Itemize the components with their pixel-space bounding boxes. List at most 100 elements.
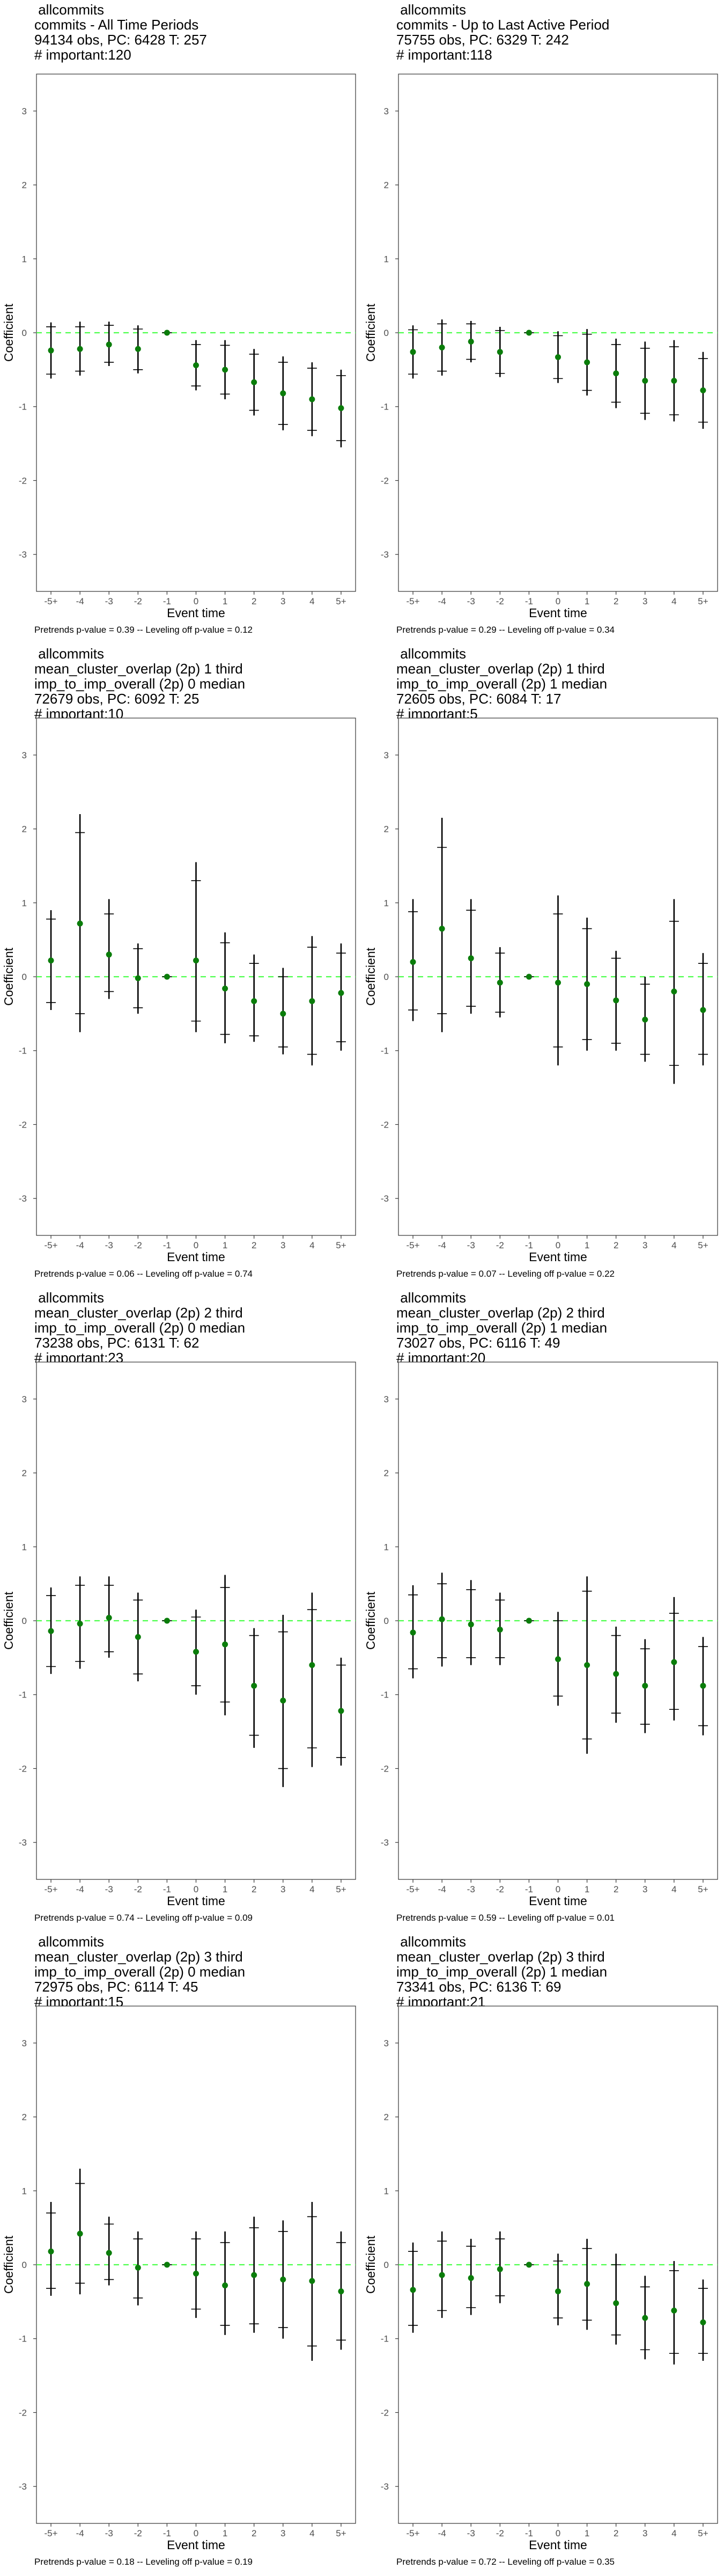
y-tick-label: -3 [19,1194,27,1204]
y-tick-label: -2 [381,1119,389,1130]
panel-title-line: mean_cluster_overlap (2p) 3 third [396,1949,605,1965]
estimate-point [164,1618,170,1624]
coefficient-plot: -3 -2 -1 0 1 2 3 -5+ -4 -3 -2 -1 0 1 2 3 4 5+ Event time Co… [2,1362,356,1908]
estimate-point [77,920,83,927]
panel-title-line: allcommits [396,1290,467,1306]
panel-title-line: mean_cluster_overlap (2p) 2 third [34,1305,243,1321]
panel-4: allcommits mean_cluster_overlap (2p) 1 th… [362,644,724,1288]
panel-title-block: allcommits mean_cluster_overlap (2p) 2 th… [396,1290,607,1365]
estimate-point [164,2262,170,2268]
y-tick-label: 1 [22,898,27,908]
panel-2: allcommits commits - Up to Last Active Pe… [362,0,724,644]
estimate-point [77,346,83,352]
panel-title-line: mean_cluster_overlap (2p) 1 third [396,661,605,677]
pvalue-footer: Pretrends p-value = 0.18 -- Leveling off… [34,2557,253,2567]
estimate-point [642,2315,648,2321]
x-tick-label: 3 [280,1884,285,1894]
estimate-point [439,2272,445,2278]
panel-title-line: imp_to_imp_overall (2p) 1 median [396,1964,608,1980]
panel-8: allcommits mean_cluster_overlap (2p) 3 th… [362,1932,724,2576]
estimate-point [410,1629,416,1636]
panel-title-line: 72975 obs, PC: 6114 T: 45 [34,1979,198,1995]
estimate-point [251,1682,257,1689]
y-tick-label: -1 [381,402,389,412]
x-tick-label: 5+ [336,1240,346,1250]
estimate-point [338,405,344,411]
y-tick-label: -3 [381,550,389,560]
x-tick-label: -5+ [407,1884,420,1894]
estimate-point [77,2230,83,2237]
y-axis-title: Coefficient [364,1591,378,1650]
y-tick-label: 0 [22,972,27,982]
x-tick-label: -3 [105,1884,113,1894]
x-tick-label: -1 [525,1884,533,1894]
x-tick-label: 5+ [698,2528,708,2538]
pvalue-footer: Pretrends p-value = 0.07 -- Leveling off… [396,1269,615,1279]
y-tick-label: 0 [22,1616,27,1626]
y-tick-label: 2 [384,180,389,191]
estimate-point [642,1016,648,1023]
x-tick-label: -4 [438,1240,446,1250]
y-tick-label: -1 [19,1690,27,1700]
panel-title-line: imp_to_imp_overall (2p) 0 median [34,676,246,692]
x-tick-label: 0 [194,1240,198,1250]
estimate-point [613,1671,619,1677]
estimate-point [700,1682,706,1689]
y-tick-label: 0 [384,328,389,338]
x-tick-label: 3 [642,1240,647,1250]
estimate-point [48,347,54,354]
y-tick-label: 0 [22,328,27,338]
y-tick-label: 3 [384,1394,389,1404]
x-tick-label: 1 [223,596,227,606]
x-axis-title: Event time [529,2538,587,2552]
estimate-point [497,1627,503,1633]
x-tick-label: -4 [438,596,446,606]
panel-title-line: 94134 obs, PC: 6428 T: 257 [34,32,207,48]
estimate-point [555,1656,561,1663]
estimate-point [410,2287,416,2293]
panel-title-line: imp_to_imp_overall (2p) 0 median [34,1964,246,1980]
y-axis-title: Coefficient [2,947,16,1006]
x-tick-label: 5+ [698,1240,708,1250]
x-tick-label: 1 [585,1240,589,1250]
y-tick-label: -2 [19,475,27,486]
panel-title-line: 73341 obs, PC: 6136 T: 69 [396,1979,562,1995]
y-axis-title: Coefficient [364,303,378,362]
estimate-point [164,330,170,336]
estimate-point [555,2288,561,2295]
panel-title-line: 73027 obs, PC: 6116 T: 49 [396,1335,560,1351]
coefficient-plot: -3 -2 -1 0 1 2 3 -5+ -4 -3 -2 -1 0 1 2 3 4 5+ Event time Co… [2,2006,356,2552]
pvalue-footer: Pretrends p-value = 0.06 -- Leveling off… [34,1269,253,1279]
panel-title-line: allcommits [396,1934,467,1950]
x-tick-label: 2 [614,1240,618,1250]
y-tick-label: -2 [381,475,389,486]
x-tick-label: -4 [438,1884,446,1894]
panel-7: allcommits mean_cluster_overlap (2p) 3 th… [0,1932,362,2576]
x-tick-label: 0 [194,596,198,606]
y-tick-label: -2 [19,2407,27,2418]
x-tick-label: -5+ [407,1240,420,1250]
coefficient-plot: -3 -2 -1 0 1 2 3 -5+ -4 -3 -2 -1 0 1 2 3 4 5+ Event time Co… [2,74,356,620]
y-tick-label: 1 [384,1542,389,1552]
estimate-point [135,346,141,352]
estimate-point [77,1621,83,1627]
x-tick-label: 1 [223,2528,227,2538]
y-tick-label: 2 [22,180,27,191]
estimate-point [671,989,677,995]
pvalue-footer: Pretrends p-value = 0.59 -- Leveling off… [396,1913,615,1923]
x-tick-label: 5+ [336,1884,346,1894]
estimate-point [468,1621,474,1628]
x-tick-label: 4 [309,1240,314,1250]
x-tick-label: -1 [163,1240,171,1250]
panel-title-line: allcommits [34,2,105,18]
y-tick-label: 1 [22,254,27,264]
estimate-point [439,1616,445,1622]
estimate-point [164,974,170,980]
x-tick-label: 0 [194,2528,198,2538]
x-tick-label: -2 [496,1240,504,1250]
estimate-point [251,2272,257,2278]
x-axis-title: Event time [167,1250,225,1264]
x-tick-label: 2 [252,2528,256,2538]
x-tick-label: 4 [309,1884,314,1894]
